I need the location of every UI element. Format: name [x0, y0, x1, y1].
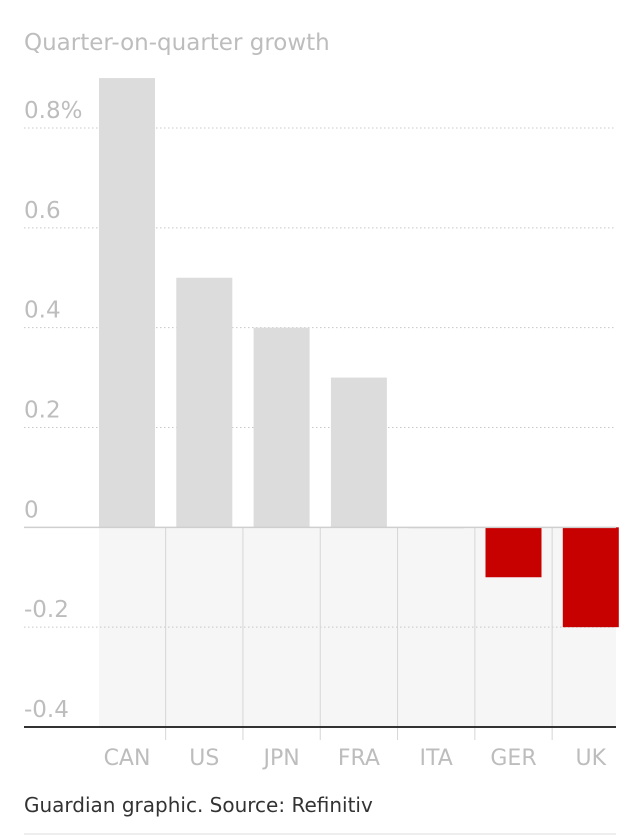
bar-fra [330, 377, 387, 528]
x-tick-labels: CAN US JPN FRA ITA GER UK [104, 746, 607, 771]
source-note: Guardian graphic. Source: Refinitiv [24, 793, 373, 817]
bars [99, 78, 619, 628]
bar-jpn [253, 327, 310, 528]
bar-us [176, 277, 233, 528]
x-tick-label: CAN [104, 746, 151, 771]
y-tick-label: 0.8% [24, 98, 82, 124]
y-tick-label: -0.2 [24, 597, 69, 623]
x-tick-label: UK [576, 746, 607, 771]
y-tick-label: 0.4 [24, 298, 61, 324]
category-separators [165, 527, 553, 740]
bar-ger [485, 527, 542, 578]
y-tick-labels: 0.8% 0.6 0.4 0.2 0 -0.2 -0.4 [24, 98, 82, 723]
y-tick-label: -0.4 [24, 697, 69, 723]
bar-can [99, 78, 155, 528]
x-tick-label: FRA [338, 746, 380, 771]
x-tick-label: ITA [420, 746, 453, 771]
y-tick-label: 0 [24, 497, 39, 523]
bar-uk [562, 527, 619, 628]
x-tick-label: US [189, 746, 219, 771]
chart-subtitle: Quarter-on-quarter growth [24, 30, 330, 56]
y-tick-label: 0.6 [24, 198, 61, 224]
x-tick-label: JPN [261, 746, 299, 771]
x-tick-label: GER [490, 746, 536, 771]
y-tick-label: 0.2 [24, 398, 61, 424]
